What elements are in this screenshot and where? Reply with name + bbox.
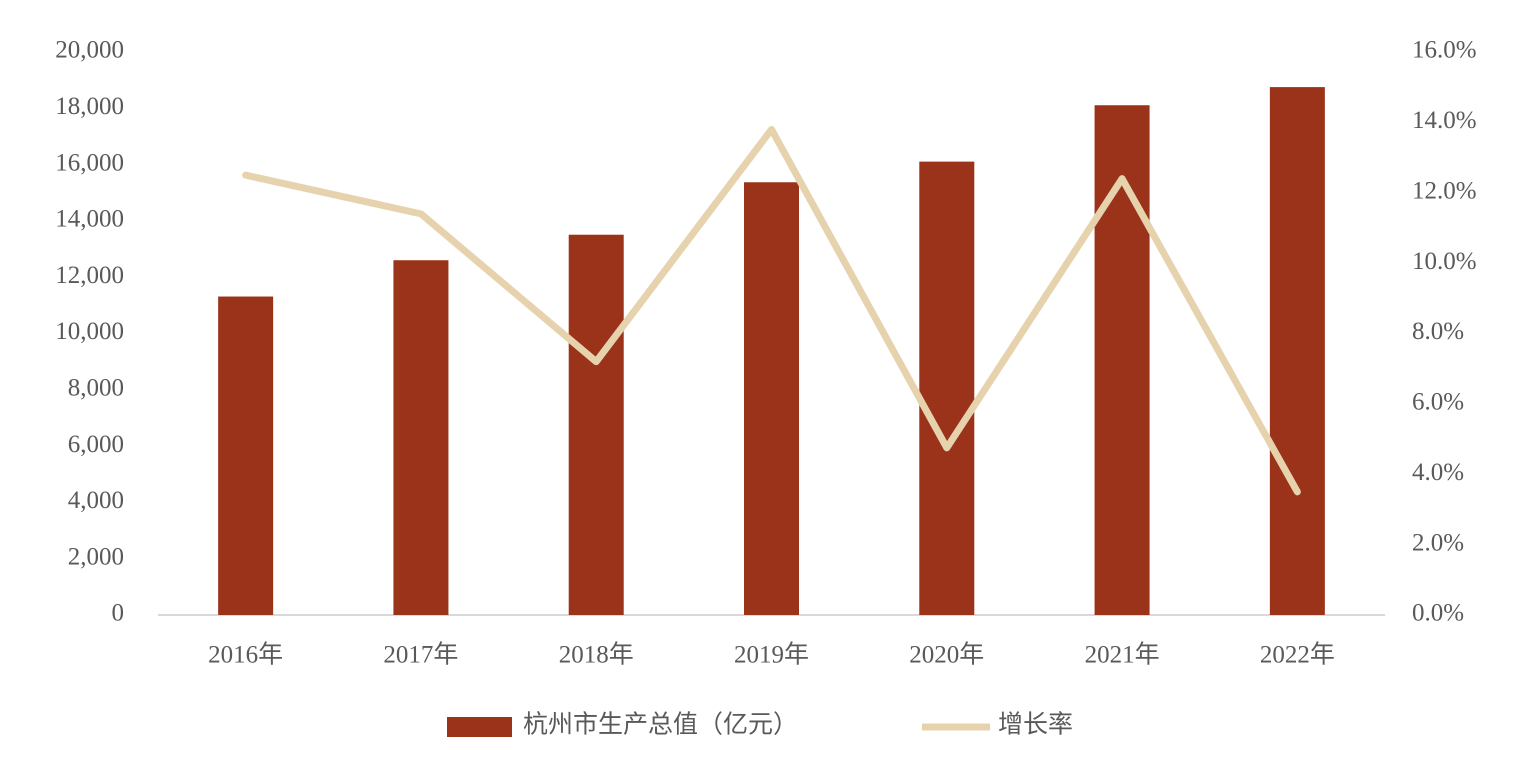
y2-tick-label: 2.0% [1412,529,1464,556]
y-tick-label: 4,000 [68,487,124,514]
y2-tick-label: 4.0% [1412,459,1464,486]
y2-tick-label: 16.0% [1412,37,1477,64]
x-tick-label: 2022年 [1260,641,1335,669]
x-tick-label: 2021年 [1085,641,1160,669]
y-tick-label: 8,000 [68,375,124,402]
bar [919,161,975,616]
line [242,125,1301,496]
y-tick-label: 16,000 [55,149,124,176]
y2-tick-label: 6.0% [1412,389,1464,416]
y2-tick-label: 10.0% [1412,248,1477,275]
bar [218,296,274,615]
x-tick-label: 2016年 [208,641,283,669]
y-tick-label: 6,000 [68,431,124,458]
x-tick-label: 2019年 [734,641,809,669]
legend-label: 增长率 [998,711,1073,739]
bar [744,182,799,615]
y-tick-label: 20,000 [55,37,124,64]
y-tick-label: 0 [112,600,125,627]
x-tick-label: 2017年 [383,641,458,669]
y2-tick-label: 14.0% [1412,107,1477,134]
bar [568,234,624,615]
y-tick-label: 18,000 [55,93,124,120]
bar [1094,105,1150,615]
legend-label: 杭州市生产总值（亿元） [523,711,798,739]
y-tick-label: 10,000 [55,318,124,345]
x-tick-label: 2020年 [909,641,984,669]
y2-tick-label: 0.0% [1412,600,1464,627]
y2-tick-label: 12.0% [1412,177,1477,204]
y2-tick-label: 8.0% [1412,318,1464,345]
x-tick-label: 2018年 [559,641,634,669]
legend-swatch [447,717,512,737]
bar [1269,87,1325,616]
bar [393,260,449,615]
y-tick-label: 14,000 [55,206,124,233]
y-tick-label: 2,000 [68,543,124,570]
y-tick-label: 12,000 [55,262,124,289]
